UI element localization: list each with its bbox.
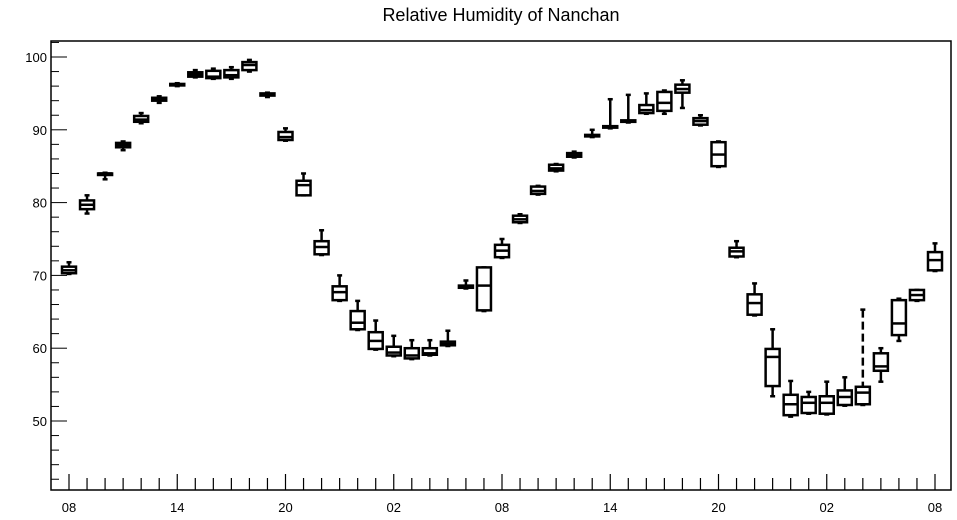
box-plot-item [475, 266, 493, 313]
box-plot-item [493, 237, 511, 260]
box-plot-item [692, 113, 709, 127]
box-plot-item [782, 379, 799, 418]
x-tick-label: 08 [62, 500, 76, 515]
box-plot-item [313, 229, 330, 257]
x-tick-label: 14 [603, 500, 617, 515]
box-plot-item [187, 68, 204, 79]
box-plot-item [565, 150, 583, 159]
box-plot-item [96, 171, 114, 181]
y-tick-label: 100 [25, 50, 47, 65]
box-plot-item [385, 334, 402, 358]
iqr-box [403, 346, 421, 360]
iqr-box [800, 395, 817, 415]
box-plot-item [223, 65, 240, 81]
x-tick-label: 20 [278, 500, 292, 515]
box-plot-item [295, 172, 312, 197]
box-plot-item [511, 212, 529, 225]
box-plot-item [529, 184, 547, 196]
y-tick-label: 50 [33, 414, 47, 429]
box-plot-item [205, 67, 222, 81]
box-plot-item [132, 111, 150, 125]
iqr-box [890, 298, 908, 337]
iqr-box [349, 309, 366, 331]
box-plot-item [746, 282, 763, 317]
box-plot-item [620, 93, 637, 124]
box-plot-item [926, 242, 944, 273]
box-plot-item [836, 376, 854, 407]
iqr-box [746, 293, 763, 316]
box-plot-item [800, 390, 817, 415]
box-plot-item [728, 239, 745, 259]
box-plot-item [710, 140, 727, 169]
x-axis: 08 14 20 02 08 14 20 02 08 [62, 474, 942, 515]
box-plot-item [277, 127, 294, 142]
x-tick-label: 02 [820, 500, 834, 515]
box-plot-item [638, 92, 655, 116]
box-plot-item [403, 338, 421, 361]
box-series [60, 58, 944, 418]
y-axis: 50 60 70 80 90 100 [25, 41, 67, 480]
chart-title: Relative Humidity of Nanchan [382, 5, 619, 25]
iqr-box [818, 394, 835, 415]
y-tick-label: 70 [33, 268, 47, 283]
box-plot-item [818, 380, 835, 416]
box-plot-item [674, 79, 691, 110]
y-tick-label: 60 [33, 341, 47, 356]
box-plot-item [890, 297, 908, 343]
box-plot-item [602, 97, 619, 130]
iqr-box [385, 345, 402, 357]
x-tick-label: 14 [170, 500, 184, 515]
box-plot-item [764, 328, 781, 398]
iqr-box [223, 68, 240, 79]
x-tick-label: 08 [495, 500, 509, 515]
box-plot-item [908, 288, 926, 303]
y-tick-label: 90 [33, 123, 47, 138]
box-plot-item [583, 128, 601, 139]
y-tick-label: 80 [33, 196, 47, 211]
box-plot-item [457, 279, 475, 290]
box-plot-item [331, 274, 348, 303]
box-plot-item [367, 319, 384, 351]
x-tick-label: 20 [711, 500, 725, 515]
box-plot-item [169, 81, 186, 88]
box-plot-item [78, 194, 96, 215]
iqr-box [656, 90, 673, 113]
box-plot-item [872, 346, 890, 383]
box-plot-item [421, 338, 439, 357]
box-plot-item [547, 162, 565, 173]
iqr-box [764, 347, 781, 388]
x-tick-label: 08 [928, 500, 942, 515]
iqr-box [872, 352, 890, 373]
x-tick-label: 02 [387, 500, 401, 515]
iqr-box [205, 69, 222, 80]
iqr-box [295, 179, 312, 197]
box-plot-item [259, 91, 276, 99]
iqr-box [421, 346, 439, 357]
plot-frame [50, 40, 952, 491]
box-plot-item [439, 329, 457, 348]
box-plot-item [60, 261, 78, 276]
iqr-box [475, 266, 493, 312]
box-plot-item [349, 299, 366, 332]
box-plot-item [241, 58, 258, 73]
box-plot-item [854, 308, 872, 407]
box-plot-item [150, 95, 168, 105]
iqr-box [854, 385, 872, 406]
box-plot-item [114, 140, 132, 152]
box-plot-item [656, 89, 673, 116]
